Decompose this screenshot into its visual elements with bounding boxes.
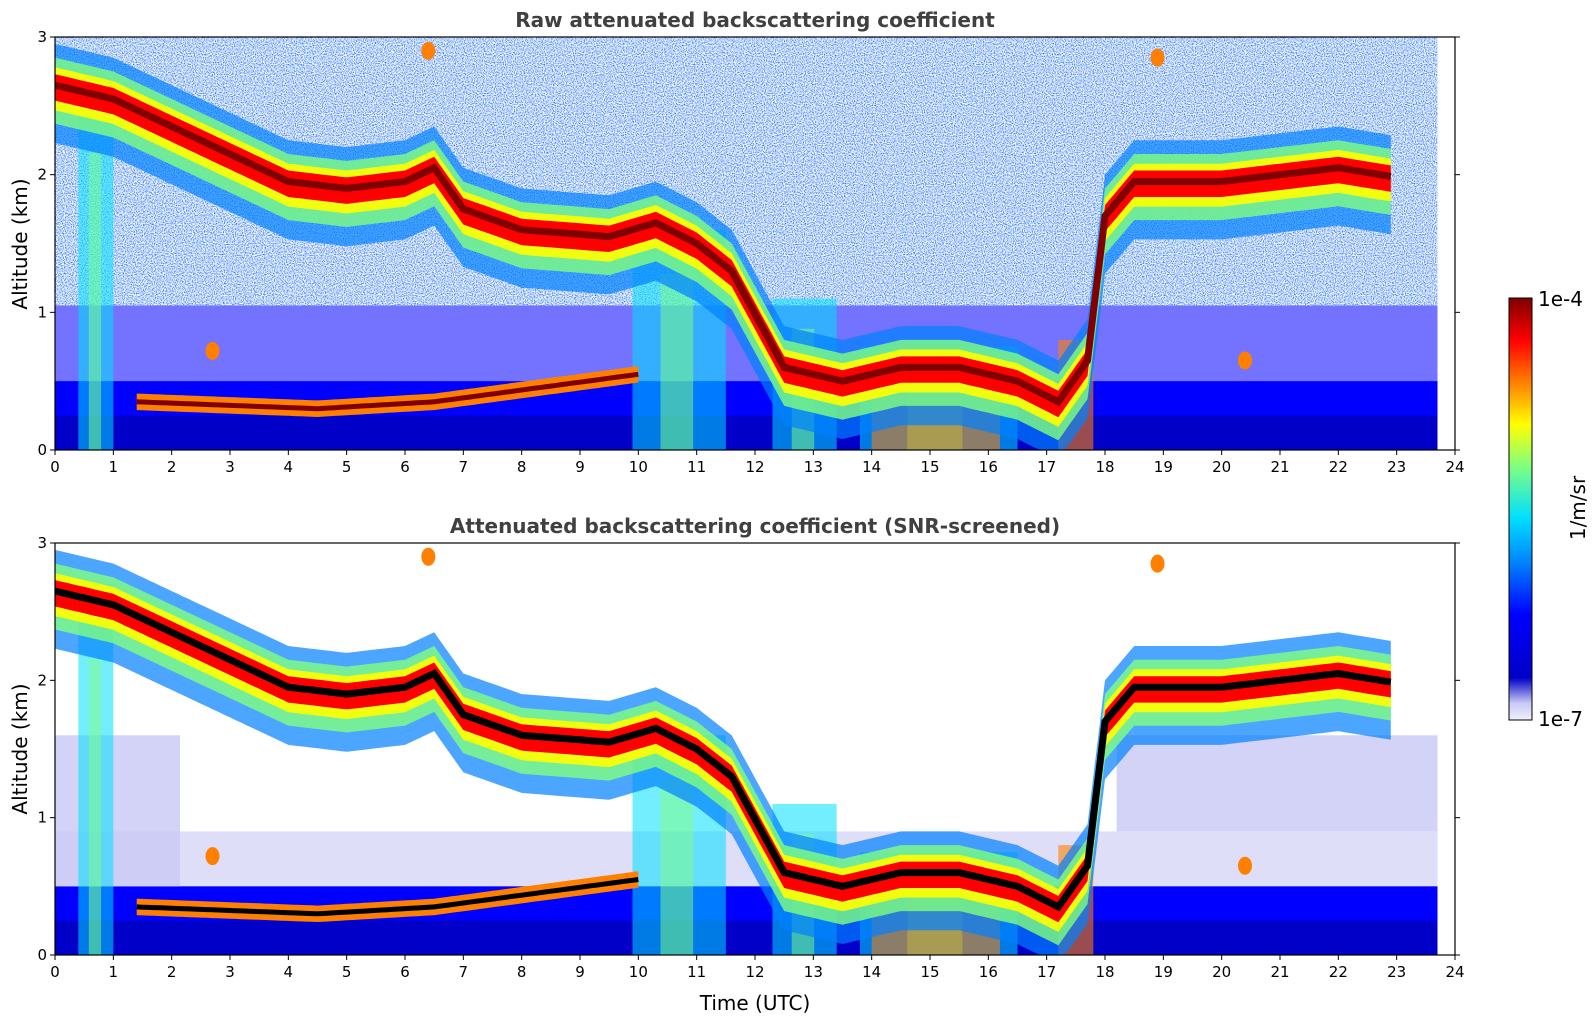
x-tick-label: 15 bbox=[920, 963, 939, 981]
x-tick-label: 10 bbox=[629, 458, 648, 476]
x-tick-label: 14 bbox=[862, 963, 881, 981]
cloud-patch bbox=[205, 847, 220, 866]
x-tick-label: 12 bbox=[745, 458, 764, 476]
chart-title: Raw attenuated backscattering coefficien… bbox=[515, 8, 995, 32]
low-cloud-core bbox=[136, 371, 639, 412]
x-tick-label: 7 bbox=[459, 963, 469, 981]
x-axis-label: Time (UTC) bbox=[699, 991, 811, 1015]
cloud-layer-envelope bbox=[55, 573, 1391, 932]
y-axis: 0 1 2 3 bbox=[37, 534, 1460, 964]
y-tick-label: 0 bbox=[37, 441, 47, 459]
x-tick-label: 11 bbox=[687, 458, 706, 476]
cloud-patch bbox=[1238, 351, 1252, 370]
x-tick-label: 14 bbox=[862, 458, 881, 476]
colorbar: 1e-4 1e-7 1/m/sr bbox=[1508, 287, 1590, 731]
x-axis: 0 1 2 3 4 5 6 7 8 9 10 11 12 13 14 15 16 17 18 19 20 21 22 23 24 bbox=[50, 450, 1465, 476]
colorbar-min-label: 1e-7 bbox=[1538, 707, 1583, 731]
x-tick-label: 5 bbox=[342, 458, 352, 476]
cloud-patch bbox=[421, 547, 436, 566]
chart-title: Attenuated backscattering coefficient (S… bbox=[450, 514, 1060, 538]
x-tick-label: 15 bbox=[920, 458, 939, 476]
x-tick-label: 18 bbox=[1095, 458, 1114, 476]
x-tick-label: 17 bbox=[1037, 458, 1056, 476]
x-tick-label: 10 bbox=[629, 963, 648, 981]
screened-haze bbox=[55, 735, 180, 887]
x-tick-label: 12 bbox=[745, 963, 764, 981]
x-tick-label: 17 bbox=[1037, 963, 1056, 981]
y-tick-label: 2 bbox=[37, 166, 47, 184]
x-tick-label: 19 bbox=[1154, 963, 1173, 981]
x-tick-label: 21 bbox=[1270, 458, 1289, 476]
precipitation-column bbox=[88, 152, 102, 450]
x-tick-label: 6 bbox=[400, 458, 410, 476]
y-tick-label: 1 bbox=[37, 809, 47, 827]
panel-snr-screened-backscatter: Attenuated backscattering coefficient (S… bbox=[8, 514, 1465, 1015]
panel-raw-backscatter: Raw attenuated backscattering coefficien… bbox=[8, 8, 1465, 476]
x-tick-label: 13 bbox=[804, 458, 823, 476]
cloud-patch bbox=[1150, 48, 1165, 67]
surface-layer bbox=[55, 920, 1438, 955]
x-tick-label: 3 bbox=[225, 458, 235, 476]
cloud-layer-core bbox=[55, 81, 1392, 407]
x-axis: 0 1 2 3 4 5 6 7 8 9 10 11 12 13 14 15 16 17 18 19 20 21 22 23 24 bbox=[50, 955, 1465, 981]
x-tick-label: 21 bbox=[1270, 963, 1289, 981]
x-tick-label: 4 bbox=[284, 963, 294, 981]
surface-layer bbox=[55, 415, 1438, 450]
x-tick-label: 1 bbox=[109, 458, 119, 476]
y-axis-label: Altitude (km) bbox=[8, 178, 32, 309]
x-tick-label: 1 bbox=[109, 963, 119, 981]
x-tick-label: 18 bbox=[1095, 963, 1114, 981]
backscatter-field bbox=[55, 37, 1438, 450]
x-tick-label: 22 bbox=[1329, 963, 1348, 981]
x-tick-label: 19 bbox=[1154, 458, 1173, 476]
x-tick-label: 0 bbox=[50, 458, 60, 476]
x-tick-label: 9 bbox=[575, 963, 585, 981]
colorbar-gradient bbox=[1508, 297, 1533, 721]
low-cloud-core bbox=[136, 877, 639, 917]
y-tick-label: 1 bbox=[37, 303, 47, 321]
y-tick-label: 3 bbox=[37, 28, 47, 46]
x-tick-label: 2 bbox=[167, 963, 177, 981]
cloud-layer-core bbox=[55, 587, 1392, 912]
x-tick-label: 0 bbox=[50, 963, 60, 981]
cloud-patch bbox=[1238, 856, 1252, 875]
cloud-layer-envelope bbox=[55, 67, 1391, 427]
x-tick-label: 11 bbox=[687, 963, 706, 981]
x-tick-label: 13 bbox=[804, 963, 823, 981]
x-tick-label: 4 bbox=[284, 458, 294, 476]
precipitation-column bbox=[660, 273, 694, 450]
precipitation-column bbox=[660, 779, 694, 955]
x-tick-label: 9 bbox=[575, 458, 585, 476]
x-tick-label: 22 bbox=[1329, 458, 1348, 476]
x-tick-label: 8 bbox=[517, 963, 527, 981]
x-tick-label: 16 bbox=[979, 458, 998, 476]
x-tick-label: 8 bbox=[517, 458, 527, 476]
x-tick-label: 2 bbox=[167, 458, 177, 476]
x-tick-label: 23 bbox=[1387, 963, 1406, 981]
colorbar-unit-label: 1/m/sr bbox=[1566, 475, 1590, 540]
x-tick-label: 24 bbox=[1445, 963, 1464, 981]
y-tick-label: 0 bbox=[37, 946, 47, 964]
backscatter-field bbox=[55, 547, 1438, 955]
x-tick-label: 20 bbox=[1212, 963, 1231, 981]
y-axis-label: Altitude (km) bbox=[8, 683, 32, 814]
x-tick-label: 16 bbox=[979, 963, 998, 981]
cloud-patch bbox=[421, 41, 436, 60]
y-tick-label: 3 bbox=[37, 534, 47, 552]
colorbar-max-label: 1e-4 bbox=[1538, 287, 1583, 311]
x-tick-label: 3 bbox=[225, 963, 235, 981]
x-tick-label: 20 bbox=[1212, 458, 1231, 476]
x-tick-label: 24 bbox=[1445, 458, 1464, 476]
y-tick-label: 2 bbox=[37, 671, 47, 689]
y-axis: 0 1 2 3 bbox=[37, 28, 1460, 459]
screened-haze bbox=[1116, 735, 1438, 832]
x-tick-label: 7 bbox=[459, 458, 469, 476]
x-tick-label: 23 bbox=[1387, 458, 1406, 476]
precipitation-column bbox=[88, 658, 102, 955]
x-tick-label: 5 bbox=[342, 963, 352, 981]
cloud-patch bbox=[1150, 554, 1165, 573]
cloud-patch bbox=[205, 341, 220, 360]
x-tick-label: 6 bbox=[400, 963, 410, 981]
